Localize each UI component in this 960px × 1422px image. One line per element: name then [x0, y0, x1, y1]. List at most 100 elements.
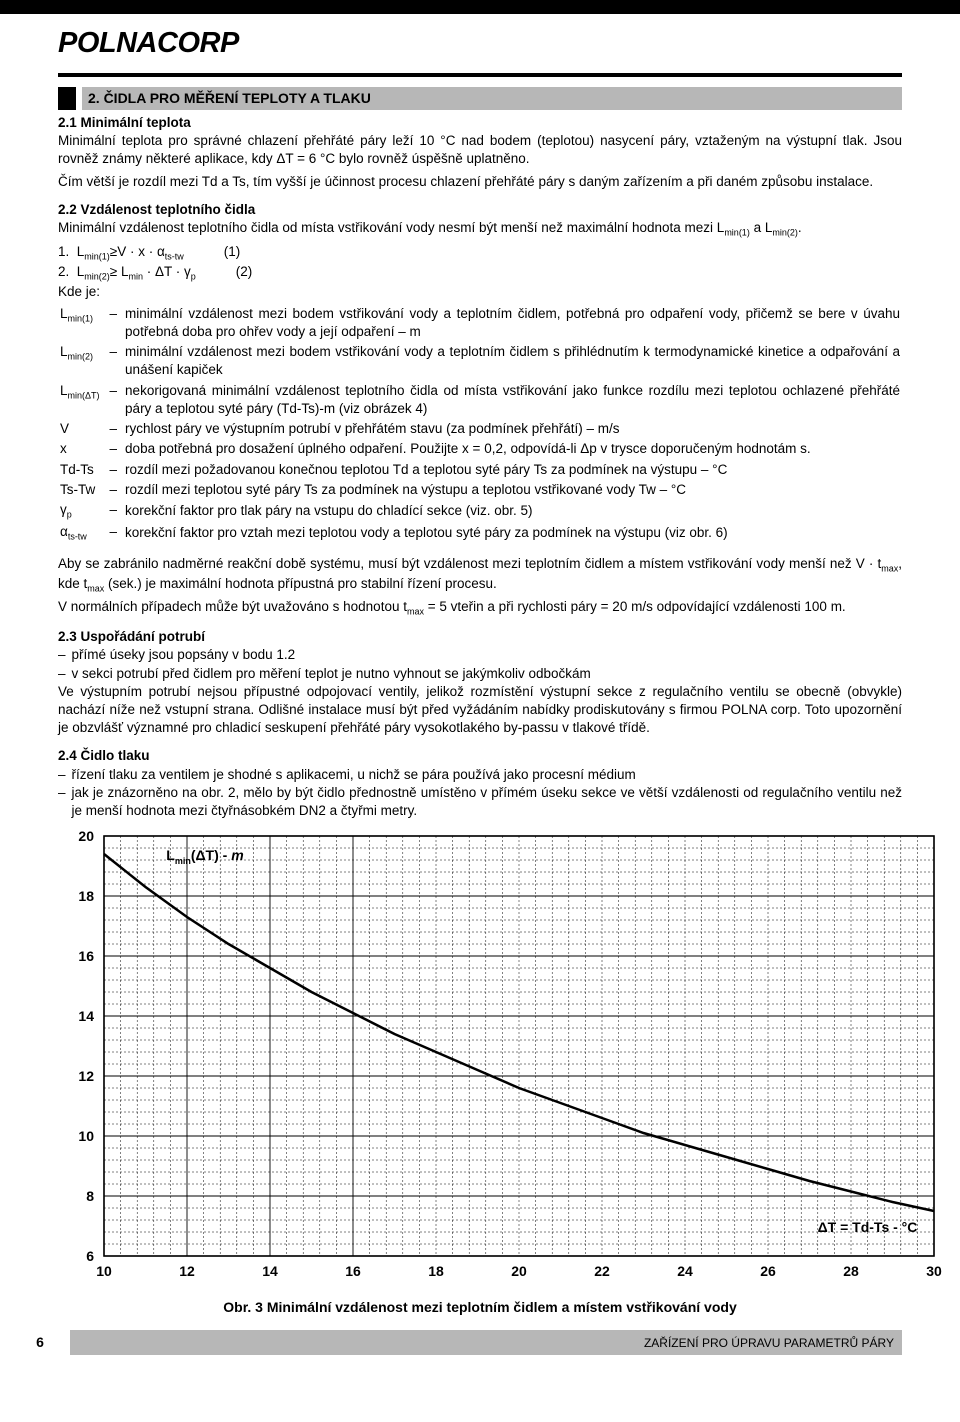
svg-text:16: 16: [78, 948, 94, 964]
txt: Aby se zabránilo nadměrné reakční době s…: [58, 556, 881, 571]
def-desc: rozdíl mezi požadovanou konečnou teploto…: [125, 461, 900, 479]
def-symbol: αts-tw: [60, 523, 108, 543]
definition-row: Lmin(2)–minimální vzdálenost mezi bodem …: [60, 343, 900, 379]
section-header: 2. ČIDLA PRO MĚŘENÍ TEPLOTY A TLAKU: [58, 87, 902, 110]
svg-text:22: 22: [594, 1263, 610, 1279]
def-desc: minimální vzdálenost mezi bodem vstřikov…: [125, 305, 900, 341]
txt: (sek.) je maximální hodnota přípustná pr…: [104, 576, 496, 591]
footer-bar: ZAŘÍZENÍ PRO ÚPRAVU PARAMETRŮ PÁRY: [70, 1330, 902, 1355]
svg-text:10: 10: [96, 1263, 112, 1279]
definition-row: Lmin(1)–minimální vzdálenost mezi bodem …: [60, 305, 900, 341]
list-2-4: řízení tlaku za ventilem je shodné s apl…: [58, 766, 902, 821]
def-desc: rychlost páry ve výstupním potrubí v pře…: [125, 420, 900, 438]
def-desc: doba potřebná pro dosažení úplného odpař…: [125, 440, 900, 458]
def-symbol: Lmin(2): [60, 343, 108, 379]
definition-row: x–doba potřebná pro dosažení úplného odp…: [60, 440, 900, 458]
heading-2-2: 2.2 Vzdálenost teplotního čidla: [58, 201, 902, 219]
svg-text:30: 30: [926, 1263, 942, 1279]
divider: [58, 73, 902, 77]
def-desc: korekční faktor pro tlak páry na vstupu …: [125, 501, 900, 521]
formula-2: 2. Lmin(2)≥ Lmin · ΔT · γp (2): [58, 263, 902, 283]
chart-figure-3: 101214161820222426283068101214161820Lmin…: [58, 830, 902, 1316]
page-footer: 6 ZAŘÍZENÍ PRO ÚPRAVU PARAMETRŮ PÁRY: [0, 1330, 960, 1355]
heading-2-3: 2.3 Uspořádání potrubí: [58, 628, 902, 646]
def-symbol: Lmin(1): [60, 305, 108, 341]
formula-2-left: 2. Lmin(2)≥ Lmin · ΔT · γp: [58, 263, 196, 283]
def-sep: –: [110, 481, 124, 499]
definition-row: Td-Ts–rozdíl mezi požadovanou konečnou t…: [60, 461, 900, 479]
header-square: [58, 87, 76, 110]
def-desc: nekorigovaná minimální vzdálenost teplot…: [125, 382, 900, 418]
list-2-3: přímé úseky jsou popsány v bodu 1.2v sek…: [58, 646, 902, 682]
def-sep: –: [110, 382, 124, 418]
def-symbol: Td-Ts: [60, 461, 108, 479]
chart-svg: 101214161820222426283068101214161820Lmin…: [58, 830, 944, 1286]
para-2-2-intro-text: Minimální vzdálenost teplotního čidla od…: [58, 220, 724, 235]
definition-row: Lmin(ΔT)–nekorigovaná minimální vzdáleno…: [60, 382, 900, 418]
def-sep: –: [110, 501, 124, 521]
top-band: [0, 0, 960, 14]
def-symbol: Lmin(ΔT): [60, 382, 108, 418]
def-sep: –: [110, 343, 124, 379]
svg-text:18: 18: [428, 1263, 444, 1279]
para-2-3-body: Ve výstupním potrubí nejsou přípustné od…: [58, 683, 902, 738]
definitions-table: Lmin(1)–minimální vzdálenost mezi bodem …: [58, 303, 902, 545]
svg-text:6: 6: [86, 1248, 94, 1264]
footer-text: ZAŘÍZENÍ PRO ÚPRAVU PARAMETRŮ PÁRY: [644, 1335, 894, 1351]
svg-text:14: 14: [262, 1263, 278, 1279]
para-2-1-a: Minimální teplota pro správné chlazení p…: [58, 132, 902, 168]
svg-text:16: 16: [345, 1263, 361, 1279]
def-desc: korekční faktor pro vztah mezi teplotou …: [125, 523, 900, 543]
svg-text:28: 28: [843, 1263, 859, 1279]
def-symbol: x: [60, 440, 108, 458]
formula-1: 1. Lmin(1)≥V · x · αts-tw (1): [58, 243, 902, 263]
svg-text:20: 20: [78, 830, 94, 844]
svg-text:10: 10: [78, 1128, 94, 1144]
formula-1-left: 1. Lmin(1)≥V · x · αts-tw: [58, 243, 184, 263]
section-title: 2. ČIDLA PRO MĚŘENÍ TEPLOTY A TLAKU: [82, 87, 902, 110]
para-2-2-intro: Minimální vzdálenost teplotního čidla od…: [58, 219, 902, 239]
svg-text:12: 12: [78, 1068, 94, 1084]
txt: = 5 vteřin a při rychlosti páry = 20 m/s…: [424, 599, 846, 614]
svg-text:ΔT = Td-Ts - °C: ΔT = Td-Ts - °C: [818, 1219, 918, 1235]
def-sep: –: [110, 305, 124, 341]
def-symbol: V: [60, 420, 108, 438]
heading-2-4: 2.4 Čidlo tlaku: [58, 747, 902, 765]
svg-text:20: 20: [511, 1263, 527, 1279]
svg-text:18: 18: [78, 888, 94, 904]
period: .: [798, 220, 802, 235]
txt: V normálních případech může být uvažován…: [58, 599, 407, 614]
figure-caption: Obr. 3 Minimální vzdálenost mezi teplotn…: [58, 1298, 902, 1317]
kde-je: Kde je:: [58, 283, 902, 301]
page: POLNACORP 2. ČIDLA PRO MĚŘENÍ TEPLOTY A …: [0, 0, 960, 1373]
def-symbol: γp: [60, 501, 108, 521]
def-sep: –: [110, 420, 124, 438]
def-symbol: Ts-Tw: [60, 481, 108, 499]
def-desc: minimální vzdálenost mezi bodem vstřikov…: [125, 343, 900, 379]
def-desc: rozdíl mezi teplotou syté páry Ts za pod…: [125, 481, 900, 499]
def-sep: –: [110, 523, 124, 543]
brand-logo: POLNACORP: [58, 24, 902, 63]
page-number: 6: [20, 1330, 60, 1355]
svg-text:24: 24: [677, 1263, 693, 1279]
definition-row: Ts-Tw–rozdíl mezi teplotou syté páry Ts …: [60, 481, 900, 499]
list-item: řízení tlaku za ventilem je shodné s apl…: [58, 766, 902, 784]
para-2-1-b: Čím větší je rozdíl mezi Td a Ts, tím vy…: [58, 173, 902, 191]
def-sep: –: [110, 440, 124, 458]
list-item: v sekci potrubí před čidlem pro měření t…: [58, 665, 902, 683]
list-item: přímé úseky jsou popsány v bodu 1.2: [58, 646, 902, 664]
definition-row: V–rychlost páry ve výstupním potrubí v p…: [60, 420, 900, 438]
svg-text:26: 26: [760, 1263, 776, 1279]
def-sep: –: [110, 461, 124, 479]
svg-text:12: 12: [179, 1263, 195, 1279]
svg-text:8: 8: [86, 1188, 94, 1204]
svg-text:14: 14: [78, 1008, 94, 1024]
definition-row: αts-tw–korekční faktor pro vztah mezi te…: [60, 523, 900, 543]
definition-row: γp–korekční faktor pro tlak páry na vstu…: [60, 501, 900, 521]
formula-list: 1. Lmin(1)≥V · x · αts-tw (1) 2. Lmin(2)…: [58, 243, 902, 283]
para-2-2-after-2: V normálních případech může být uvažován…: [58, 598, 902, 618]
formula-2-num: (2): [236, 263, 253, 283]
list-item: jak je znázorněno na obr. 2, mělo by být…: [58, 784, 902, 820]
para-2-2-after-1: Aby se zabránilo nadměrné reakční době s…: [58, 555, 902, 595]
formula-1-num: (1): [224, 243, 241, 263]
